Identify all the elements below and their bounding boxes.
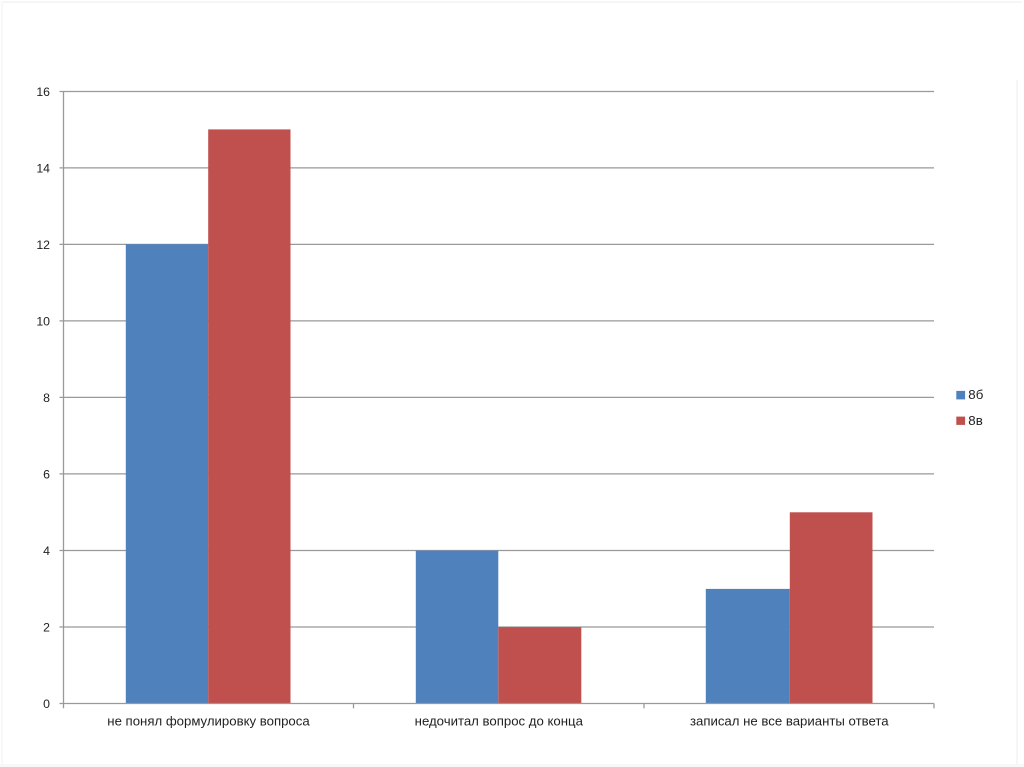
svg-text:14: 14 <box>36 162 50 176</box>
svg-text:недочитал вопрос до конца: недочитал вопрос до конца <box>415 714 584 729</box>
svg-text:2: 2 <box>43 620 50 634</box>
svg-text:8б: 8б <box>968 387 983 402</box>
svg-text:10: 10 <box>36 315 50 329</box>
svg-text:12: 12 <box>36 238 50 252</box>
svg-text:не понял формулировку вопроса: не понял формулировку вопроса <box>107 714 310 729</box>
svg-text:6: 6 <box>43 468 50 482</box>
svg-text:записал не все варианты ответа: записал не все варианты ответа <box>690 714 889 729</box>
svg-text:0: 0 <box>43 697 50 711</box>
svg-text:8в: 8в <box>968 413 982 428</box>
svg-text:8: 8 <box>43 391 50 405</box>
svg-text:4: 4 <box>43 544 50 558</box>
svg-text:16: 16 <box>36 85 50 99</box>
